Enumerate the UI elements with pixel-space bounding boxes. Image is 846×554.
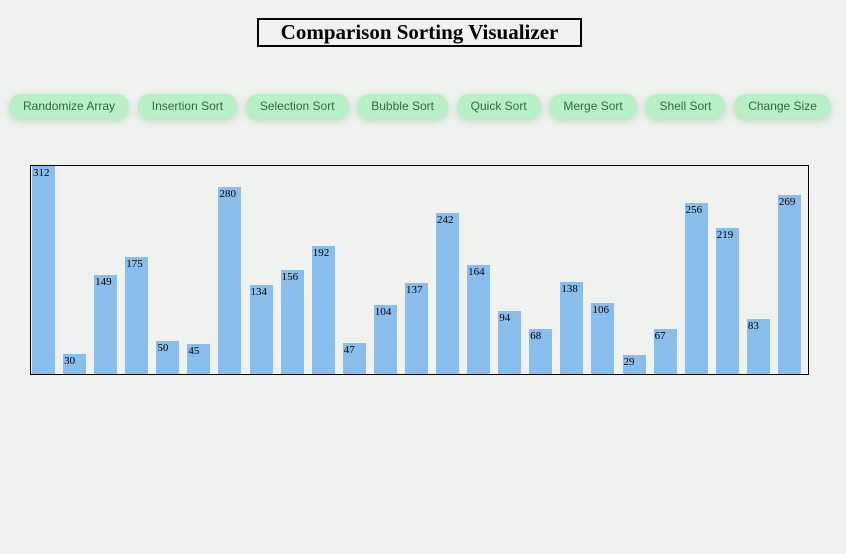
button[interactable]: Merge Sort <box>549 94 637 118</box>
bar-label: 137 <box>405 283 423 296</box>
bar: 192 <box>311 246 335 374</box>
button[interactable]: Quick Sort <box>456 94 541 118</box>
bar: 312 <box>32 166 55 374</box>
bar: 256 <box>684 203 708 374</box>
bar: 106 <box>591 303 615 374</box>
bar-label: 106 <box>592 304 609 317</box>
bar: 137 <box>404 282 428 374</box>
bar: 164 <box>467 264 491 374</box>
bar: 50 <box>156 340 180 374</box>
bar-label: 280 <box>219 188 236 201</box>
bar-label: 30 <box>64 355 76 367</box>
bar: 134 <box>249 284 273 374</box>
bar: 104 <box>373 304 397 374</box>
bar: 149 <box>94 274 118 374</box>
page-title: Comparison Sorting Visualizer <box>257 18 582 47</box>
bar-label: 67 <box>654 330 666 343</box>
bar-label: 269 <box>778 195 796 208</box>
bar-label: 175 <box>126 258 143 271</box>
bar-label: 156 <box>281 271 299 283</box>
bar: 280 <box>218 187 242 374</box>
button[interactable]: Insertion Sort <box>137 94 238 118</box>
bar-label: 219 <box>716 229 734 241</box>
bar-label: 149 <box>95 275 112 288</box>
bar: 68 <box>529 328 553 374</box>
bar: 269 <box>777 194 801 374</box>
bar-label: 83 <box>747 319 759 332</box>
bar-label: 312 <box>33 167 50 179</box>
button[interactable]: Shell Sort <box>645 94 726 118</box>
bar: 83 <box>746 318 770 374</box>
toolbar: Randomize Array Insertion Sort Selection S… <box>9 94 831 118</box>
bar-label: 50 <box>157 341 169 354</box>
bar-label: 134 <box>250 285 268 298</box>
bar: 156 <box>280 270 304 374</box>
bar-label: 192 <box>312 247 330 259</box>
bar: 138 <box>560 282 584 374</box>
bar: 47 <box>342 342 366 374</box>
bar: 94 <box>498 311 522 374</box>
bar-label: 242 <box>437 213 454 226</box>
bar: 242 <box>436 212 460 374</box>
bar-label: 104 <box>374 305 392 318</box>
bar: 175 <box>125 257 149 374</box>
bar-label: 29 <box>623 355 635 368</box>
bar: 219 <box>715 228 739 374</box>
bar: 45 <box>187 344 211 374</box>
array-view: 312 30 149 175 50 45 280 134 156 192 47 104 137 242 16… <box>30 165 809 375</box>
bar-label: 138 <box>561 283 578 295</box>
bar: 30 <box>63 354 87 374</box>
button[interactable]: Bubble Sort <box>357 94 448 118</box>
bar: 67 <box>653 329 677 374</box>
bar-label: 164 <box>468 265 485 278</box>
bar-label: 68 <box>530 329 542 342</box>
button[interactable]: Change Size <box>734 94 831 118</box>
bar-label: 45 <box>188 345 200 357</box>
button[interactable]: Selection Sort <box>245 94 349 118</box>
button[interactable]: Randomize Array <box>9 94 130 118</box>
bar-label: 94 <box>499 312 511 325</box>
bar: 29 <box>622 354 646 374</box>
bar-label: 256 <box>685 204 703 217</box>
bar-label: 47 <box>343 343 355 356</box>
